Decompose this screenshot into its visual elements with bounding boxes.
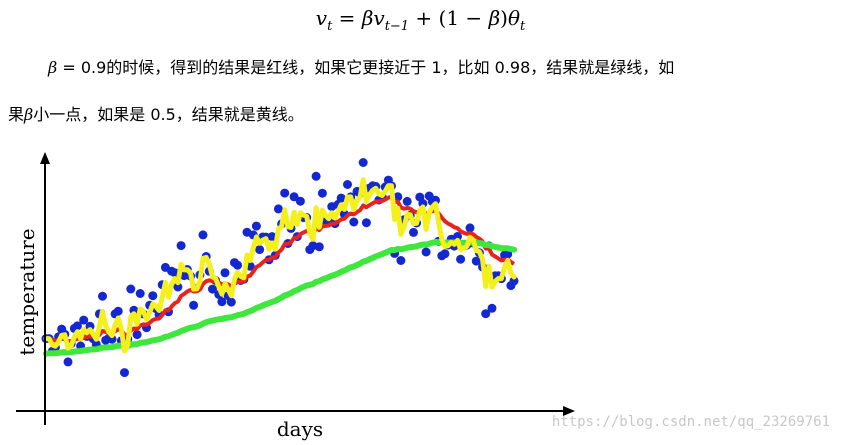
- data-dot: [79, 315, 89, 325]
- paragraph-2-prefix: 果: [8, 105, 25, 124]
- paragraph-1: β = 0.9的时候，得到的结果是红线，如果它更接近于 1，比如 0.98，结果…: [48, 56, 841, 80]
- data-dot: [189, 300, 199, 310]
- data-dot: [336, 193, 346, 203]
- data-dot: [251, 221, 261, 231]
- data-dot: [421, 247, 431, 257]
- data-dot: [208, 284, 217, 294]
- data-dot: [120, 368, 129, 378]
- data-dot: [317, 188, 327, 198]
- data-dot: [314, 242, 324, 252]
- data-dot: [509, 276, 519, 286]
- formula-sub-t-minus-1: t−1: [384, 19, 410, 34]
- data-dot: [409, 227, 418, 237]
- formula-v: v: [315, 6, 328, 30]
- data-dot: [217, 297, 227, 307]
- data-dot: [107, 334, 117, 344]
- formula-beta: β: [361, 6, 374, 30]
- temperature-chart: temperature days https://blog.csdn.net/q…: [15, 152, 830, 441]
- data-dot: [135, 289, 145, 298]
- beta-symbol-2: β: [24, 105, 34, 124]
- formula-equals: =: [332, 6, 362, 30]
- data-dot: [295, 196, 305, 206]
- data-dot: [481, 309, 491, 319]
- ewma-formula: vt = βvt−1 + (1 − β)θt: [0, 6, 841, 34]
- data-dot: [126, 284, 136, 294]
- data-dot: [471, 256, 481, 266]
- data-dot: [148, 291, 158, 301]
- data-dot: [98, 291, 107, 301]
- data-dot: [72, 321, 82, 331]
- data-dot: [255, 245, 265, 255]
- data-dot: [358, 158, 368, 167]
- formula-plus: + (1 −: [409, 6, 489, 30]
- y-axis-label: temperature: [15, 228, 39, 355]
- data-dot: [343, 180, 352, 189]
- data-dot: [349, 217, 359, 227]
- paragraph-2: 果β小一点，如果是 0.5，结果就是黄线。: [8, 103, 838, 127]
- data-dot: [440, 249, 450, 259]
- data-dot: [280, 188, 290, 198]
- data-dot: [289, 192, 299, 202]
- data-dot: [465, 223, 475, 233]
- formula-theta: θ: [507, 6, 520, 30]
- data-dot: [393, 192, 403, 202]
- data-dot: [311, 171, 321, 181]
- data-dot: [226, 297, 236, 307]
- data-dot: [402, 196, 412, 206]
- data-dot: [63, 357, 73, 367]
- yellow-line-beta-0.5: [43, 177, 517, 354]
- data-dot: [173, 282, 183, 292]
- data-dot: [233, 260, 243, 270]
- formula-v-prev: v: [373, 6, 385, 30]
- x-axis-label: days: [277, 417, 323, 441]
- data-dot: [198, 230, 208, 240]
- beta-symbol: β: [48, 58, 58, 77]
- data-dot: [361, 218, 371, 228]
- y-axis-arrow: [40, 152, 50, 164]
- formula-sub-t: t: [327, 19, 333, 34]
- data-dot: [396, 256, 406, 265]
- ewma-figure: temperature days https://blog.csdn.net/q…: [0, 140, 841, 441]
- data-dot: [132, 330, 142, 340]
- data-dot: [176, 241, 186, 251]
- data-dot: [456, 254, 466, 264]
- x-axis-arrow: [563, 406, 575, 416]
- data-dot: [487, 303, 497, 313]
- formula-beta-2: β: [488, 6, 501, 30]
- data-dot: [113, 306, 123, 316]
- paragraph-2-text: 小一点，如果是 0.5，结果就是黄线。: [33, 105, 304, 124]
- data-dot: [273, 204, 283, 214]
- formula-paren: ): [500, 6, 508, 30]
- formula-sub-t-2: t: [519, 19, 526, 34]
- data-dot: [220, 268, 230, 278]
- paragraph-1-text: = 0.9的时候，得到的结果是红线，如果它更接近于 1，比如 0.98，结果就是…: [57, 58, 675, 77]
- data-dot: [453, 232, 462, 241]
- data-dot: [267, 232, 277, 242]
- watermark: https://blog.csdn.net/qq_23269761: [552, 414, 830, 430]
